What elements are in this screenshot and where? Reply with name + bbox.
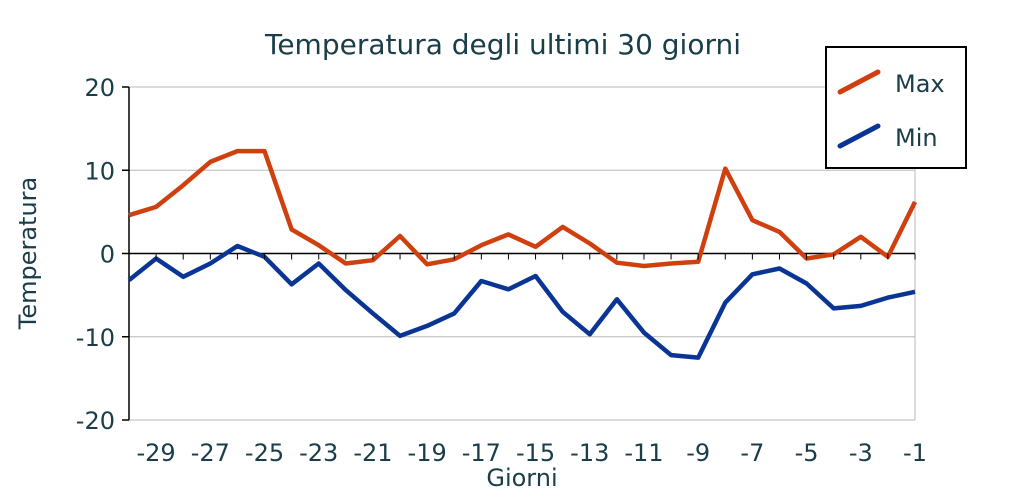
y-tick-label: 20 bbox=[84, 74, 115, 102]
x-tick-label: -7 bbox=[740, 439, 764, 467]
legend-label-max: Max bbox=[895, 70, 945, 98]
x-tick-label: -3 bbox=[849, 439, 873, 467]
legend-swatch-max bbox=[837, 69, 881, 95]
y-axis-label: Temperatura bbox=[14, 177, 42, 331]
x-axis-label: Giorni bbox=[486, 464, 557, 492]
y-tick-label: -20 bbox=[76, 407, 115, 435]
series-layer bbox=[127, 148, 918, 360]
x-axis-ticks: -29 -27 -25 -23 -21 -19 -17 -15 -13 -11 -9 -7 -5 -3 -1 bbox=[128, 253, 927, 467]
x-tick-label: -1 bbox=[903, 439, 927, 467]
legend-label-min: Min bbox=[895, 124, 938, 152]
legend: Max Min bbox=[825, 46, 967, 169]
y-tick-label: 10 bbox=[84, 157, 115, 185]
x-tick-label: -5 bbox=[795, 439, 819, 467]
y-axis-ticks: 20 10 0 -10 -20 bbox=[76, 74, 129, 435]
series-line-min bbox=[127, 243, 916, 360]
x-tick-label: -27 bbox=[191, 439, 230, 467]
x-tick-label: -29 bbox=[137, 439, 176, 467]
legend-swatch-min bbox=[837, 123, 881, 149]
x-tick-label: -25 bbox=[245, 439, 284, 467]
y-tick-label: -10 bbox=[76, 324, 115, 352]
x-tick-label: -15 bbox=[516, 439, 555, 467]
y-tick-label: 0 bbox=[100, 241, 115, 269]
x-tick-label: -9 bbox=[686, 439, 710, 467]
series-line-max bbox=[128, 148, 918, 269]
x-tick-label: -23 bbox=[299, 439, 338, 467]
x-tick-label: -17 bbox=[462, 439, 501, 467]
axes bbox=[128, 87, 915, 420]
legend-box bbox=[825, 46, 967, 169]
x-tick-label: -13 bbox=[570, 439, 609, 467]
chart-title: Temperatura degli ultimi 30 giorni bbox=[264, 28, 741, 61]
x-tick-label: -21 bbox=[353, 439, 392, 467]
x-tick-label: -19 bbox=[408, 439, 447, 467]
x-tick-label: -11 bbox=[624, 439, 663, 467]
